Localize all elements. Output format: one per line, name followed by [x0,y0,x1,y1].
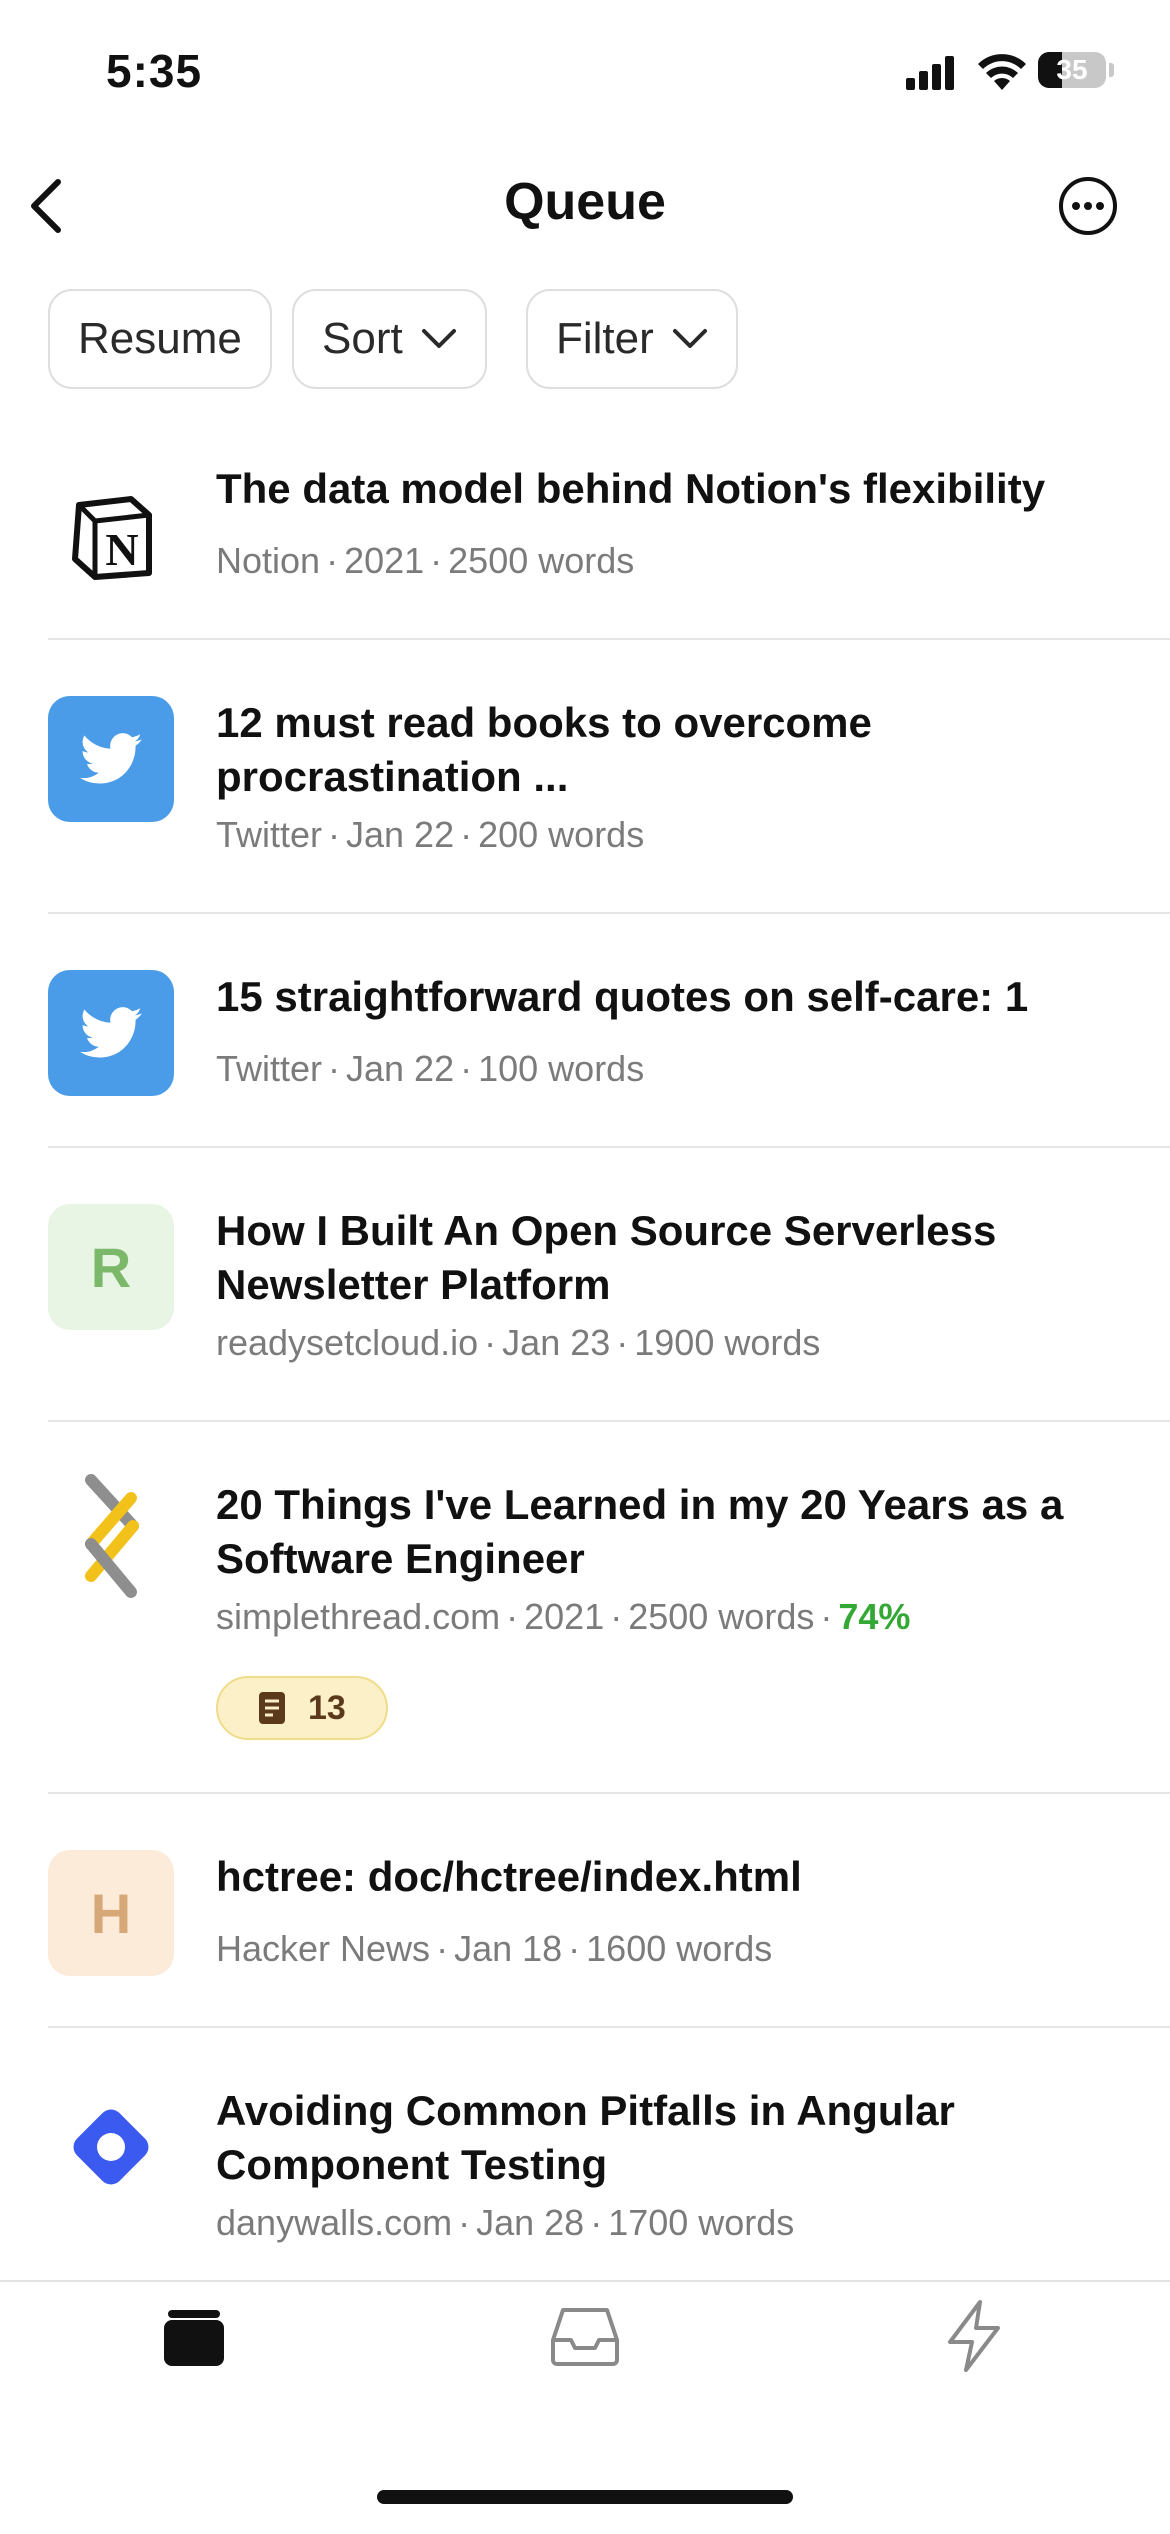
list-item[interactable]: R How I Built An Open Source Serverless … [0,1148,1170,1422]
home-indicator [377,2490,793,2504]
battery-cap [1109,63,1114,77]
battery-icon: 35 [1038,52,1106,88]
status-bar: 5:35 35 [0,0,1170,150]
item-title: hctree: doc/hctree/index.html [216,1853,802,1900]
item-title: Avoiding Common Pitfalls in Angular Comp… [216,2087,955,2188]
item-meta: Twitter · Jan 22 · 100 words [216,1048,645,1089]
inbox-icon[interactable] [545,2296,625,2376]
sort-label: Sort [322,314,403,363]
chevron-down-icon [672,329,707,348]
divider [48,1420,1170,1422]
item-meta: simplethread.com · 2021 · 2500 words · 74% [216,1596,911,1637]
item-title: 20 Things I've Learned in my 20 Years as… [216,1481,1064,1582]
filter-label: Filter [556,314,654,363]
status-time: 5:35 [106,45,203,97]
notes-badge[interactable]: 13 [216,1676,388,1740]
chevron-down-icon [421,329,456,348]
list-item[interactable]: N The data model behind Notion's flexibi… [0,440,1170,640]
divider [48,638,1170,640]
battery-level: 35 [1056,54,1088,85]
item-title: How I Built An Open Source Serverless Ne… [216,1207,997,1308]
letter-avatar: H [48,1850,174,1976]
svg-text:N: N [105,524,138,575]
twitter-logo-icon [48,696,174,822]
item-meta: readysetcloud.io · Jan 23 · 1900 words [216,1322,821,1363]
wifi-icon [978,54,1026,90]
list-item[interactable]: 15 straightforward quotes on self-care: … [0,914,1170,1146]
diamond-logo-icon [48,2084,174,2210]
twitter-logo-icon [48,970,174,1096]
sort-dropdown[interactable]: Sort [292,289,487,389]
list-item[interactable]: 12 must read books to overcome procrasti… [0,640,1170,912]
divider [48,1792,1170,1794]
notes-count: 13 [308,1688,346,1727]
item-title: 15 straightforward quotes on self-care: … [216,973,1029,1020]
item-title: The data model behind Notion's flexibili… [216,465,1046,512]
item-meta: Twitter · Jan 22 · 200 words [216,814,645,855]
simplethread-logo-icon [48,1474,174,1600]
divider [48,1146,1170,1148]
item-title: 12 must read books to overcome procrasti… [216,699,872,800]
item-meta: Notion · 2021 · 2500 words [216,540,635,581]
notebook-icon [259,1692,285,1724]
list-item[interactable]: H hctree: doc/hctree/index.html Hacker N… [0,1794,1170,2028]
letter-avatar: R [48,1204,174,1330]
library-icon[interactable] [154,2296,234,2376]
more-options-icon[interactable] [1058,176,1118,236]
resume-label: Resume [78,314,242,363]
item-meta: danywalls.com · Jan 28 · 1700 words [216,2202,795,2243]
cellular-signal-icon [906,56,954,90]
resume-button[interactable]: Resume [48,289,272,389]
notion-logo-icon: N [48,474,174,600]
lightning-icon[interactable] [934,2296,1014,2376]
divider [48,2026,1170,2028]
filter-dropdown[interactable]: Filter [526,289,738,389]
divider [48,912,1170,914]
item-meta: Hacker News · Jan 18 · 1600 words [216,1928,773,1969]
back-chevron-icon[interactable] [22,176,72,236]
list-item[interactable]: 20 Things I've Learned in my 20 Years as… [0,1422,1170,1794]
list-item[interactable]: Avoiding Common Pitfalls in Angular Comp… [0,2028,1170,2280]
reading-progress: 74% [838,1596,911,1637]
page-title: Queue [504,173,666,231]
